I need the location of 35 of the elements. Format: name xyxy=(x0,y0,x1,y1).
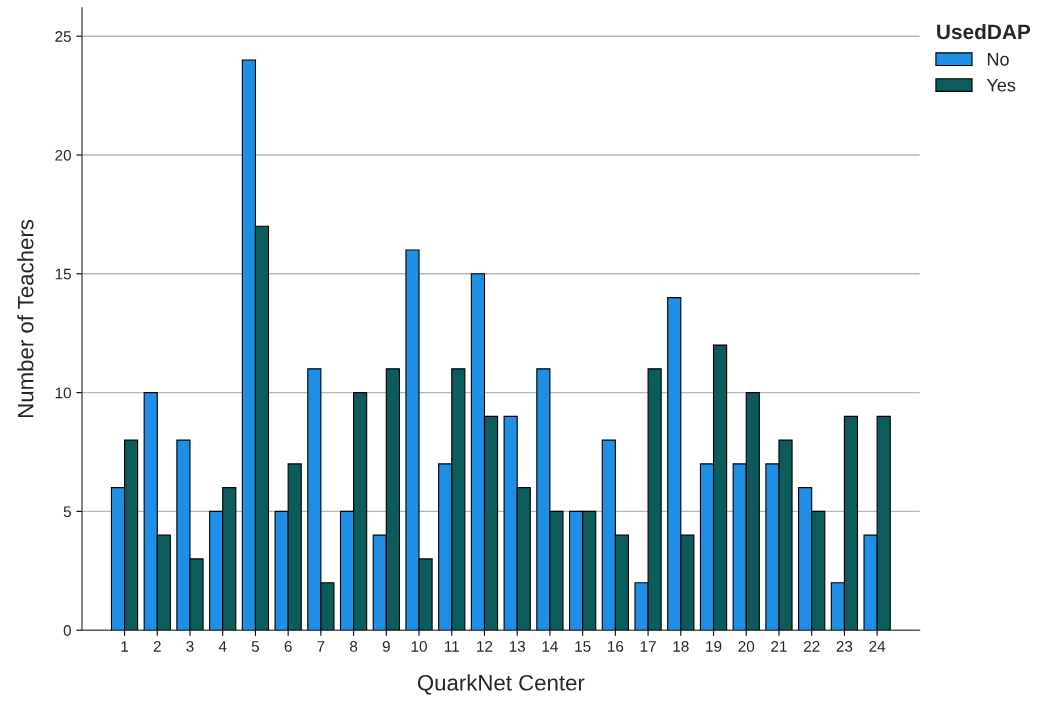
x-tick-label: 18 xyxy=(673,641,689,652)
y-tick-label: 20 xyxy=(55,149,71,161)
x-tick-label: 7 xyxy=(317,641,325,652)
y-axis-title: Number of Teachers xyxy=(17,219,34,417)
x-tick-label: 22 xyxy=(803,641,820,652)
x-tick-label: 23 xyxy=(836,641,853,652)
legend-label: No xyxy=(987,53,1009,66)
x-tick-label: 5 xyxy=(251,641,260,652)
legend-label: Yes xyxy=(986,78,1016,92)
x-tick-label: 19 xyxy=(706,641,722,652)
x-tick-label: 9 xyxy=(382,641,390,652)
x-tick-label: 10 xyxy=(411,641,427,652)
x-tick-label: 11 xyxy=(444,641,459,652)
y-tick-label: 15 xyxy=(55,268,71,280)
y-tick-label: 10 xyxy=(55,387,71,399)
x-tick-label: 13 xyxy=(509,641,526,652)
x-tick-label: 17 xyxy=(640,641,656,652)
x-tick-label: 1 xyxy=(121,641,129,652)
x-tick-label: 4 xyxy=(218,641,227,652)
x-tick-label: 14 xyxy=(542,641,558,652)
y-tick-label: 25 xyxy=(55,31,71,42)
x-axis-title: QuarkNet Center xyxy=(417,674,585,695)
x-tick-label: 6 xyxy=(284,641,292,652)
x-tick-label: 24 xyxy=(869,641,886,652)
x-tick-label: 2 xyxy=(153,641,161,652)
x-tick-label: 16 xyxy=(608,641,624,652)
x-tick-label: 12 xyxy=(477,641,493,652)
y-tick-label: 0 xyxy=(63,625,71,636)
x-tick-label: 15 xyxy=(575,641,591,652)
y-tick-label: 5 xyxy=(63,506,71,518)
legend-title: UsedDAP xyxy=(937,23,1031,40)
x-tick-label: 3 xyxy=(186,641,194,652)
x-tick-label: 21 xyxy=(771,641,787,652)
x-tick-label: 8 xyxy=(350,641,358,652)
x-tick-label: 20 xyxy=(738,641,755,652)
